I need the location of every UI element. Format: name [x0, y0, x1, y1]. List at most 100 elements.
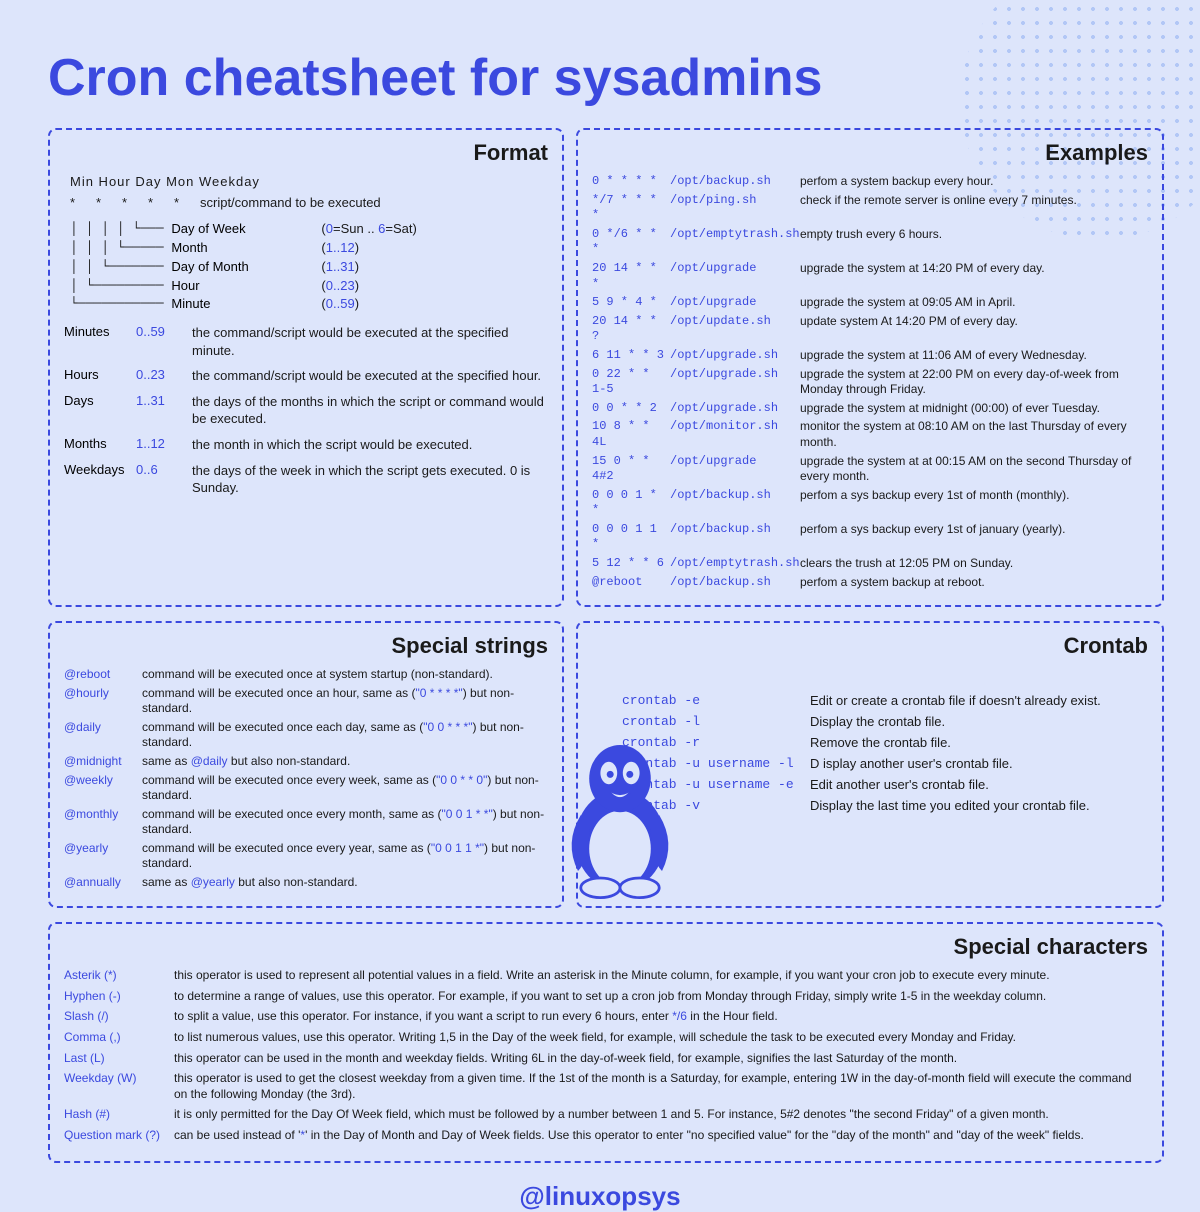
field-name: Days — [64, 393, 136, 428]
example-cron: 0 * * * * — [592, 174, 670, 190]
special-string-row: @dailycommand will be executed once each… — [64, 720, 548, 750]
example-cron: 5 9 * 4 * — [592, 295, 670, 311]
examples-list: 0 * * * */opt/backup.shperfom a system b… — [592, 174, 1148, 590]
example-desc: perfom a sys backup every 1st of month (… — [800, 488, 1148, 519]
example-cmd: /opt/backup.sh — [670, 575, 800, 591]
example-cron: 10 8 * * 4L — [592, 419, 670, 450]
panel-title-format: Format — [64, 140, 548, 166]
example-cmd: /opt/update.sh — [670, 314, 800, 345]
example-cmd: /opt/backup.sh — [670, 488, 800, 519]
special-char-key: Question mark (?) — [64, 1128, 174, 1144]
special-string-key: @monthly — [64, 807, 142, 837]
special-char-key: Hyphen (-) — [64, 989, 174, 1005]
crontab-desc: D isplay another user's crontab file. — [810, 756, 1148, 771]
example-cron: 0 */6 * * * — [592, 227, 670, 258]
example-row: 6 11 * * 3/opt/upgrade.shupgrade the sys… — [592, 348, 1148, 364]
example-cron: 0 22 * * 1-5 — [592, 367, 670, 398]
example-cmd: /opt/upgrade — [670, 261, 800, 292]
crontab-cmd: crontab -l — [622, 714, 810, 729]
special-string-desc: command will be executed once each day, … — [142, 720, 548, 750]
crontab-row: crontab -eEdit or create a crontab file … — [622, 693, 1148, 708]
crontab-desc: Edit or create a crontab file if doesn't… — [810, 693, 1148, 708]
special-string-desc: command will be executed once every year… — [142, 841, 548, 871]
crontab-row: crontab -rRemove the crontab file. — [622, 735, 1148, 750]
tux-icon — [550, 730, 690, 900]
special-string-key: @yearly — [64, 841, 142, 871]
example-row: 0 0 0 1 * */opt/backup.shperfom a sys ba… — [592, 488, 1148, 519]
example-cron: 0 0 * * 2 — [592, 401, 670, 417]
example-cmd: /opt/monitor.sh — [670, 419, 800, 450]
crontab-cmd: crontab -e — [622, 693, 810, 708]
field-range: 1..12 — [136, 436, 192, 454]
example-desc: upgrade the system at 09:05 AM in April. — [800, 295, 1148, 311]
example-row: 20 14 * * */opt/upgradeupgrade the syste… — [592, 261, 1148, 292]
special-char-desc: to determine a range of values, use this… — [174, 989, 1148, 1005]
special-string-key: @midnight — [64, 754, 142, 769]
panel-examples: Examples 0 * * * */opt/backup.shperfom a… — [576, 128, 1164, 607]
special-char-desc: this operator is used to represent all p… — [174, 968, 1148, 984]
crontab-row: crontab -lDisplay the crontab file. — [622, 714, 1148, 729]
special-char-key: Asterik (*) — [64, 968, 174, 984]
special-char-desc: to split a value, use this operator. For… — [174, 1009, 1148, 1025]
special-char-row: Asterik (*)this operator is used to repr… — [64, 968, 1148, 984]
example-desc: monitor the system at 08:10 AM on the la… — [800, 419, 1148, 450]
example-row: 0 0 0 1 1 */opt/backup.shperfom a sys ba… — [592, 522, 1148, 553]
special-string-key: @annually — [64, 875, 142, 890]
special-string-row: @yearlycommand will be executed once eve… — [64, 841, 548, 871]
example-row: 0 0 * * 2/opt/upgrade.shupgrade the syst… — [592, 401, 1148, 417]
field-desc: the days of the months in which the scri… — [192, 393, 548, 428]
special-string-row: @hourlycommand will be executed once an … — [64, 686, 548, 716]
special-string-desc: command will be executed once at system … — [142, 667, 548, 682]
special-char-key: Weekday (W) — [64, 1071, 174, 1102]
panel-special-strings: Special strings @rebootcommand will be e… — [48, 621, 564, 908]
example-desc: empty trush every 6 hours. — [800, 227, 1148, 258]
special-string-row: @monthlycommand will be executed once ev… — [64, 807, 548, 837]
special-char-key: Last (L) — [64, 1051, 174, 1067]
panel-title-special-strings: Special strings — [64, 633, 548, 659]
panel-title-special-characters: Special characters — [64, 934, 1148, 960]
field-range: 0..59 — [136, 324, 192, 359]
special-string-desc: command will be executed once every mont… — [142, 807, 548, 837]
example-row: 0 */6 * * */opt/emptytrash.shempty trush… — [592, 227, 1148, 258]
special-char-desc: can be used instead of '*' in the Day of… — [174, 1128, 1148, 1144]
crontab-row: crontab -u username -eEdit another user'… — [622, 777, 1148, 792]
field-desc: the days of the week in which the script… — [192, 462, 548, 497]
example-row: 5 9 * 4 */opt/upgradeupgrade the system … — [592, 295, 1148, 311]
special-char-desc: it is only permitted for the Day Of Week… — [174, 1107, 1148, 1123]
field-name: Weekdays — [64, 462, 136, 497]
example-cmd: /opt/ping.sh — [670, 193, 800, 224]
special-char-row: Weekday (W)this operator is used to get … — [64, 1071, 1148, 1102]
special-char-key: Comma (,) — [64, 1030, 174, 1046]
field-range: 1..31 — [136, 393, 192, 428]
special-string-row: @weeklycommand will be executed once eve… — [64, 773, 548, 803]
special-char-row: Question mark (?)can be used instead of … — [64, 1128, 1148, 1144]
format-tree: │ │ │ │ └─── Day of Week(0=Sun .. 6=Sat)… — [70, 220, 548, 314]
example-row: 10 8 * * 4L/opt/monitor.shmonitor the sy… — [592, 419, 1148, 450]
example-desc: check if the remote server is online eve… — [800, 193, 1148, 224]
example-row: 15 0 * * 4#2/opt/upgradeupgrade the syst… — [592, 454, 1148, 485]
example-cmd: /opt/upgrade — [670, 295, 800, 311]
example-row: 0 22 * * 1-5/opt/upgrade.shupgrade the s… — [592, 367, 1148, 398]
example-cmd: /opt/backup.sh — [670, 174, 800, 190]
example-desc: upgrade the system at midnight (00:00) o… — [800, 401, 1148, 417]
special-string-key: @weekly — [64, 773, 142, 803]
special-string-desc: same as @yearly but also non-standard. — [142, 875, 548, 890]
crontab-desc: Display the last time you edited your cr… — [810, 798, 1148, 813]
panel-format: Format Min Hour Day Mon Weekday *****scr… — [48, 128, 564, 607]
field-desc: the command/script would be executed at … — [192, 367, 548, 385]
example-cmd: /opt/backup.sh — [670, 522, 800, 553]
special-char-key: Hash (#) — [64, 1107, 174, 1123]
special-string-key: @hourly — [64, 686, 142, 716]
format-field-row: Hours0..23the command/script would be ex… — [64, 367, 548, 385]
content-grid: Format Min Hour Day Mon Weekday *****scr… — [0, 128, 1200, 1163]
example-desc: upgrade the system at 11:06 AM of every … — [800, 348, 1148, 364]
example-cmd: /opt/upgrade.sh — [670, 348, 800, 364]
crontab-row: crontab -u username -lD isplay another u… — [622, 756, 1148, 771]
field-name: Minutes — [64, 324, 136, 359]
format-field-row: Days1..31the days of the months in which… — [64, 393, 548, 428]
footer-handle: @linuxopsys — [0, 1181, 1200, 1212]
panel-title-crontab: Crontab — [592, 633, 1148, 659]
format-field-row: Minutes0..59the command/script would be … — [64, 324, 548, 359]
example-cmd: /opt/upgrade.sh — [670, 401, 800, 417]
example-cron: 20 14 * * ? — [592, 314, 670, 345]
